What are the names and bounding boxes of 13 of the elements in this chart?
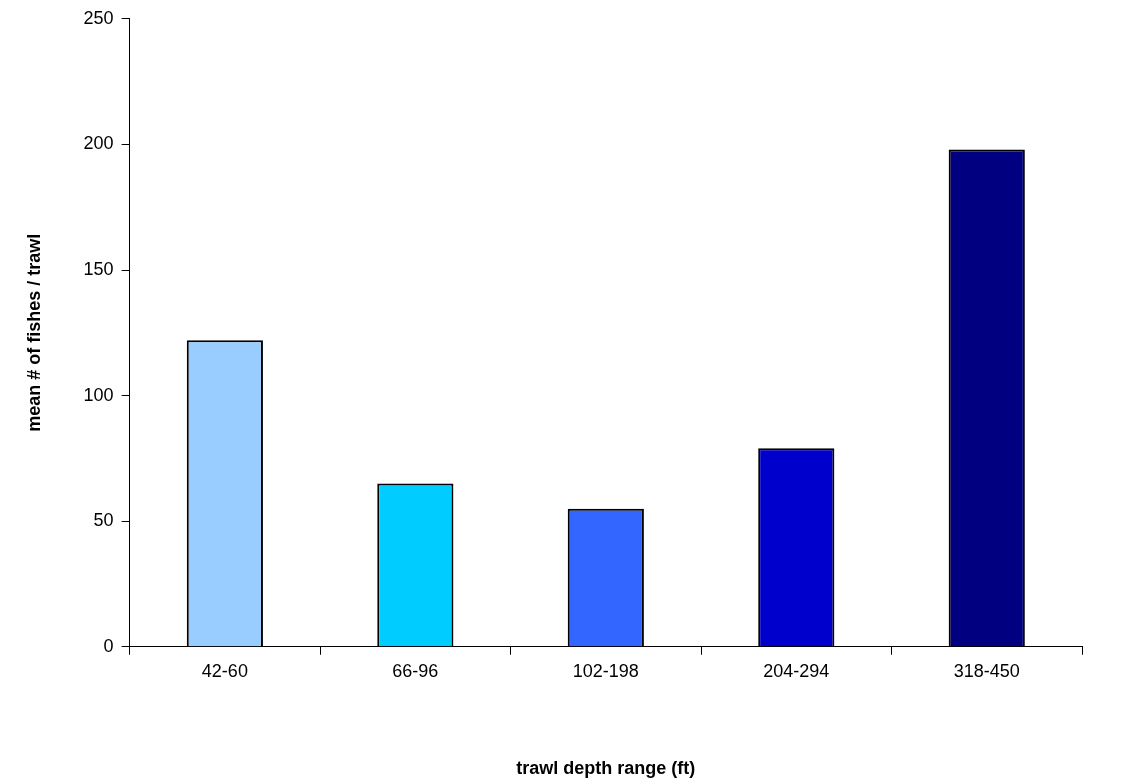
y-axis-title: mean # of fishes / trawl [23, 233, 44, 432]
y-tick-label: 200 [83, 133, 114, 154]
y-tick-label: 0 [103, 635, 114, 656]
x-tick-label: 318-450 [953, 660, 1020, 681]
y-tick-label: 100 [83, 384, 114, 405]
x-tick-label: 66-96 [392, 660, 439, 681]
y-tick-label: 50 [93, 510, 114, 531]
x-axis-title: trawl depth range (ft) [516, 758, 696, 779]
x-tick-label: 204-294 [763, 660, 830, 681]
x-tick-label: 42-60 [201, 660, 248, 681]
y-tick-label: 150 [83, 258, 114, 279]
y-tick-label: 250 [83, 7, 114, 28]
x-tick-label: 102-198 [572, 660, 639, 681]
